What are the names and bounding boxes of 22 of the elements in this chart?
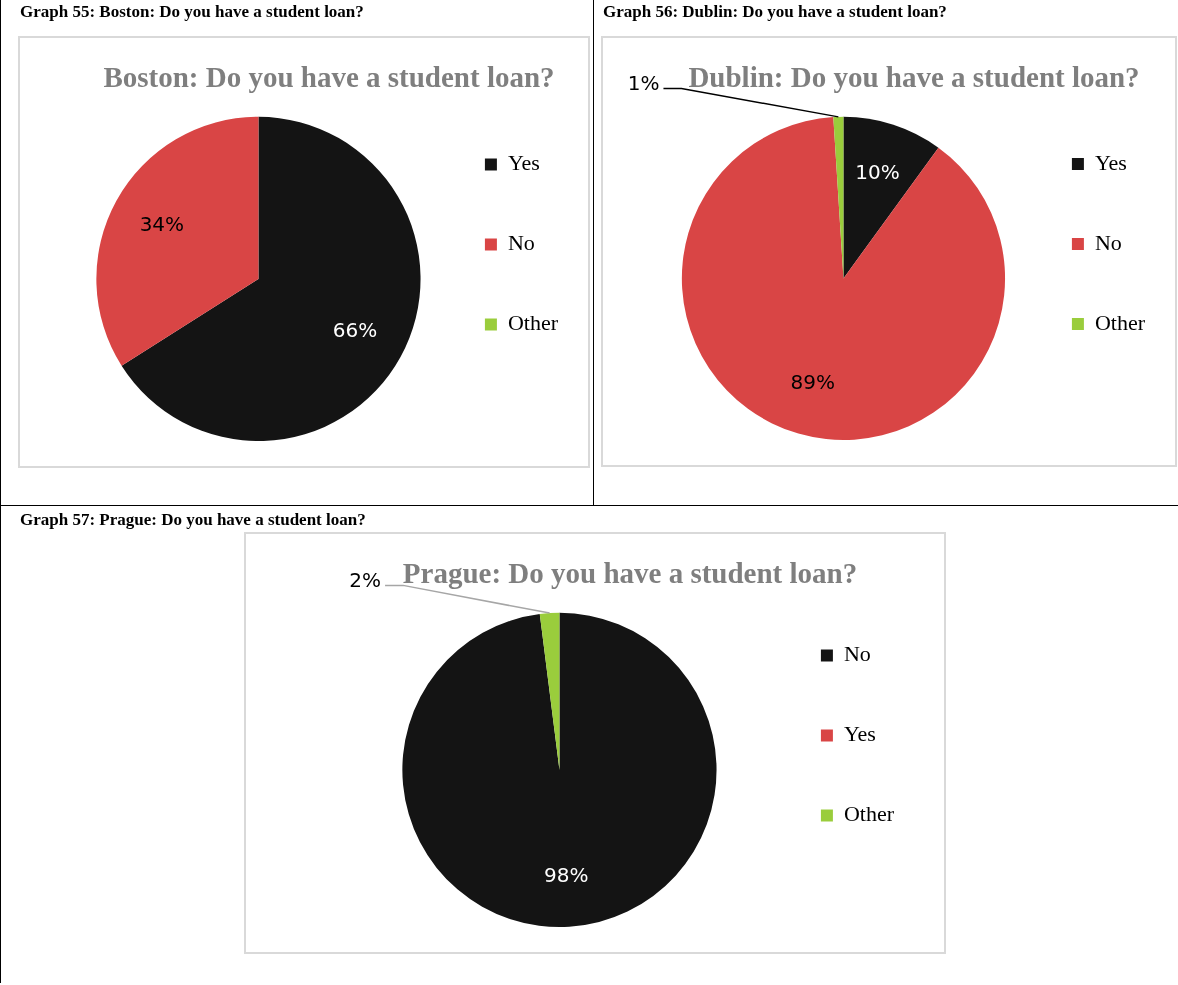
legend-label: Other [507,310,559,336]
data-label: 1% [627,70,660,95]
legend-label: Other [1094,309,1146,335]
legend-label: Yes [507,150,540,176]
data-label: 2% [349,567,382,592]
legend-label: Yes [1094,149,1127,175]
data-label: 66% [332,318,378,343]
legend-label: Other [843,801,895,827]
data-label: 89% [790,370,836,395]
chart-title: Boston: Do you have a student loan? [103,60,555,93]
caption: Graph 57: Prague: Do you have a student loan? [20,510,366,530]
data-label: 10% [855,160,900,185]
legend-label: No [843,641,871,667]
data-label: 34% [139,212,185,236]
data-label: 98% [543,862,589,887]
legend-label: No [1094,229,1122,255]
caption: Graph 56: Dublin: Do you have a student loan? [603,2,947,22]
caption: Graph 55: Boston: Do you have a student loan? [20,2,364,22]
chart-title: Dublin: Do you have a student loan? [688,60,1140,93]
legend-label: Yes [843,721,876,747]
chart-title: Prague: Do you have a student loan? [402,556,858,589]
legend-label: No [507,230,535,256]
